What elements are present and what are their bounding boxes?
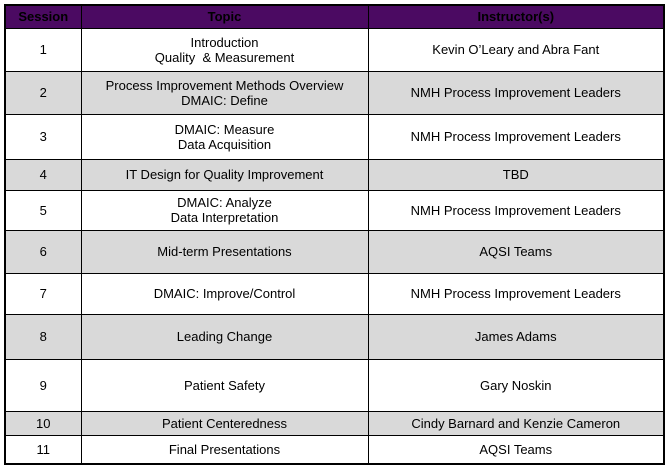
session-cell: 2 <box>4 70 82 115</box>
instructor-cell: Kevin O’Leary and Abra Fant <box>367 27 665 72</box>
header-instructors: Instructor(s) <box>367 4 665 29</box>
session-cell: 5 <box>4 189 82 231</box>
table-row: 9 Patient Safety Gary Noskin <box>4 358 665 412</box>
session-cell: 9 <box>4 358 82 412</box>
instructor-cell: TBD <box>367 158 665 191</box>
session-cell: 8 <box>4 313 82 360</box>
table-row: 4 IT Design for Quality Improvement TBD <box>4 158 665 191</box>
topic-cell: Final Presentations <box>80 434 369 465</box>
header-row: Session Topic Instructor(s) <box>4 4 665 29</box>
topic-cell: Patient Centeredness <box>80 410 369 436</box>
header-topic: Topic <box>80 4 369 29</box>
table-row: 7 DMAIC: Improve/Control NMH Process Imp… <box>4 272 665 315</box>
topic-cell: Leading Change <box>80 313 369 360</box>
session-cell: 10 <box>4 410 82 436</box>
instructor-cell: James Adams <box>367 313 665 360</box>
topic-cell: DMAIC: Analyze Data Interpretation <box>80 189 369 231</box>
topic-cell: Process Improvement Methods Overview DMA… <box>80 70 369 115</box>
instructor-cell: NMH Process Improvement Leaders <box>367 70 665 115</box>
topic-cell: Patient Safety <box>80 358 369 412</box>
session-cell: 11 <box>4 434 82 465</box>
session-cell: 6 <box>4 229 82 274</box>
session-cell: 1 <box>4 27 82 72</box>
table-row: 1 Introduction Quality & Measurement Kev… <box>4 27 665 72</box>
topic-cell: Mid-term Presentations <box>80 229 369 274</box>
table-row: 5 DMAIC: Analyze Data Interpretation NMH… <box>4 189 665 231</box>
instructor-cell: Cindy Barnard and Kenzie Cameron <box>367 410 665 436</box>
table-row: 2 Process Improvement Methods Overview D… <box>4 70 665 115</box>
instructor-cell: NMH Process Improvement Leaders <box>367 113 665 160</box>
topic-cell: DMAIC: Measure Data Acquisition <box>80 113 369 160</box>
topic-cell: IT Design for Quality Improvement <box>80 158 369 191</box>
table-row: 10 Patient Centeredness Cindy Barnard an… <box>4 410 665 436</box>
instructor-cell: NMH Process Improvement Leaders <box>367 272 665 315</box>
course-schedule-table: Session Topic Instructor(s) 1 Introducti… <box>4 4 665 465</box>
table-row: 3 DMAIC: Measure Data Acquisition NMH Pr… <box>4 113 665 160</box>
table-row: 11 Final Presentations AQSI Teams <box>4 434 665 465</box>
instructor-cell: Gary Noskin <box>367 358 665 412</box>
table-row: 8 Leading Change James Adams <box>4 313 665 360</box>
session-cell: 7 <box>4 272 82 315</box>
instructor-cell: NMH Process Improvement Leaders <box>367 189 665 231</box>
table-row: 6 Mid-term Presentations AQSI Teams <box>4 229 665 274</box>
instructor-cell: AQSI Teams <box>367 229 665 274</box>
header-session: Session <box>4 4 82 29</box>
instructor-cell: AQSI Teams <box>367 434 665 465</box>
session-cell: 4 <box>4 158 82 191</box>
topic-cell: Introduction Quality & Measurement <box>80 27 369 72</box>
topic-cell: DMAIC: Improve/Control <box>80 272 369 315</box>
session-cell: 3 <box>4 113 82 160</box>
